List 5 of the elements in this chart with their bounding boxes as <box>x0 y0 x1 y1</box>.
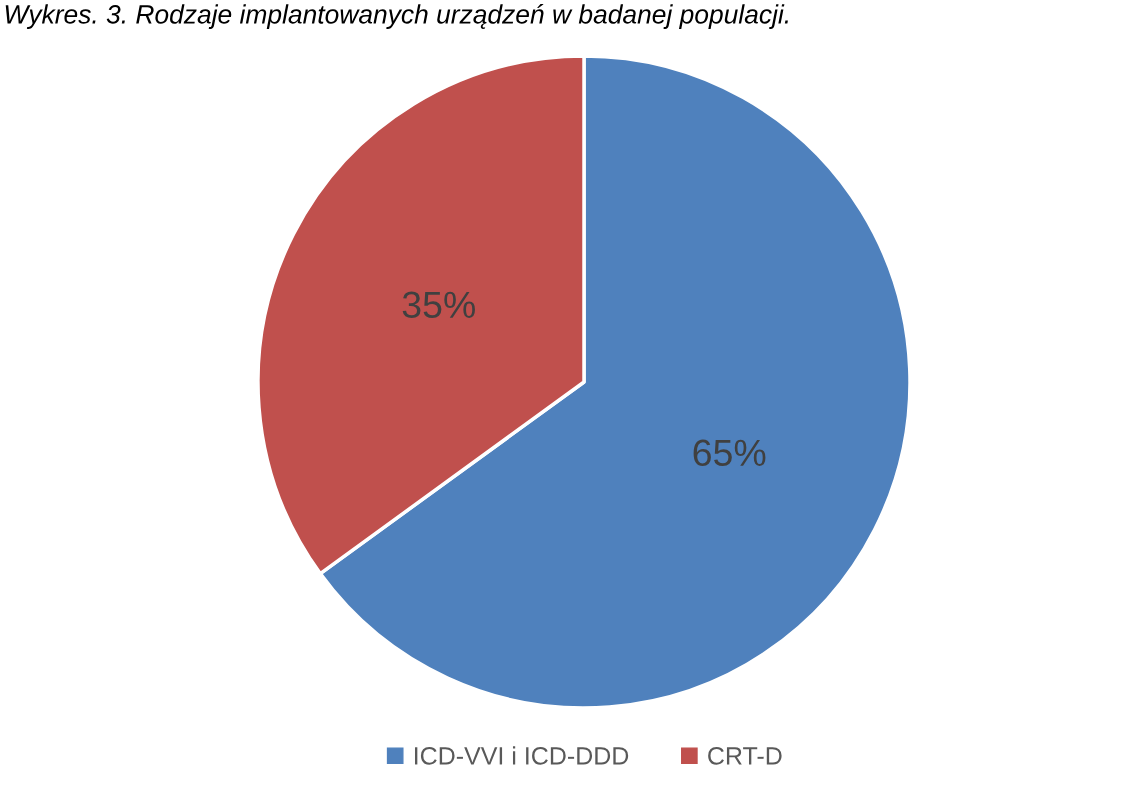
chart-title: Wykres. 3. Rodzaje implantowanych urządzeń w badanej populacji. <box>5 4 788 29</box>
data-label: 35% <box>402 291 475 319</box>
data-label: 65% <box>693 439 766 467</box>
legend-label: CRT-D <box>708 747 782 765</box>
legend-label: ICD-VVI i ICD-DDD <box>415 746 629 765</box>
